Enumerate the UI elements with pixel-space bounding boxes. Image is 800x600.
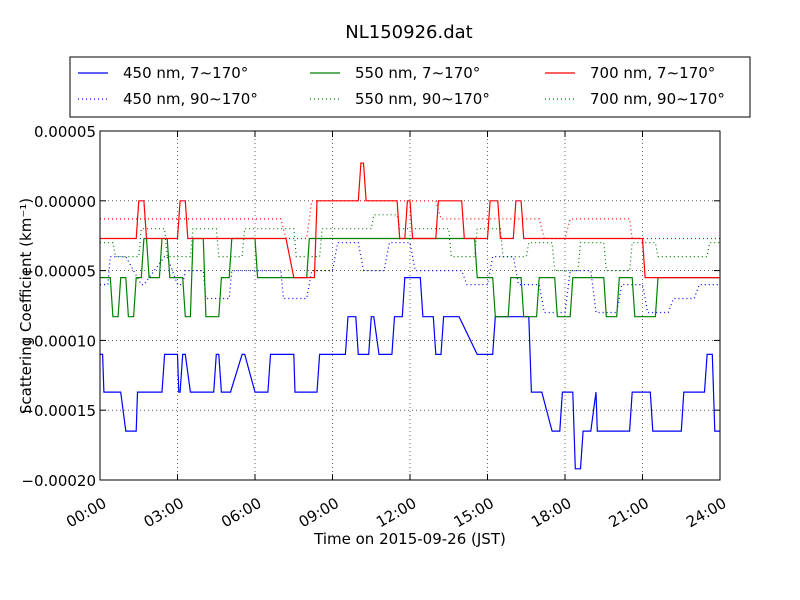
y-tick-label: −0.00015 [21, 402, 96, 420]
series-line-4 [100, 214, 720, 272]
chart-title: NL150926.dat [345, 22, 472, 43]
legend-label-6: 700 nm, 90∼170° [590, 90, 725, 108]
grid-lines [100, 131, 720, 480]
series-line-1 [100, 277, 720, 470]
legend-label-1: 450 nm, 7∼170° [123, 64, 248, 82]
series-layer [100, 162, 720, 470]
legend-label-3: 550 nm, 7∼170° [355, 64, 480, 82]
y-tick-label: −0.00020 [21, 472, 96, 490]
x-axis-label: Time on 2015-09-26 (JST) [313, 530, 506, 548]
y-tick-label: −0.00010 [21, 332, 96, 350]
legend-label-5: 700 nm, 7∼170° [590, 64, 715, 82]
legend-label-4: 550 nm, 90∼170° [355, 90, 490, 108]
legend: 450 nm, 7∼170° 550 nm, 7∼170° 700 nm, 7∼17… [69, 56, 751, 118]
y-tick-label: −0.00005 [21, 263, 96, 281]
legend-label-2: 450 nm, 90∼170° [123, 90, 258, 108]
legend-box [69, 56, 751, 118]
y-axis-label: Scattering Coefficient (km⁻¹) [17, 198, 35, 414]
series-line-6 [100, 200, 720, 240]
y-tick-label: 0.00000 [34, 193, 96, 211]
series-line-3 [100, 237, 720, 318]
y-tick-label: 0.00005 [34, 123, 96, 141]
